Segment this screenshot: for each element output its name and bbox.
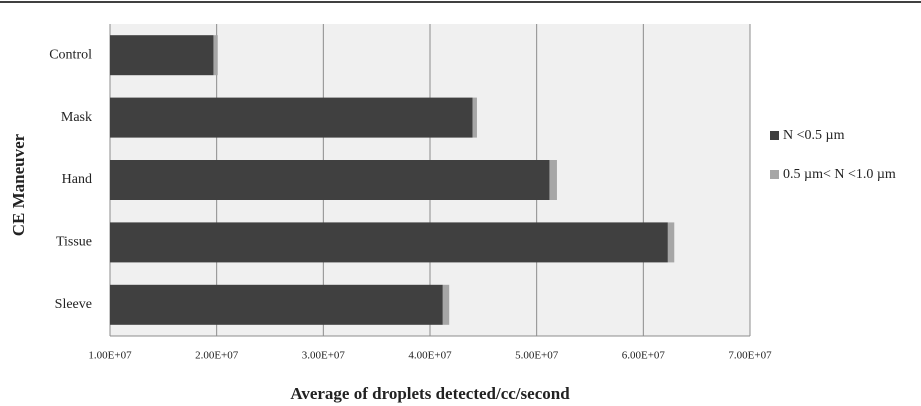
y-axis-title: CE Maneuver [9, 133, 28, 236]
legend-swatch [770, 131, 779, 140]
y-tick-label: Mask [61, 110, 92, 125]
x-tick-label: 3.00E+07 [302, 350, 346, 362]
legend-swatch [770, 170, 779, 179]
bar-segment [110, 35, 214, 76]
bar-segment [442, 284, 450, 325]
bar-segment [549, 160, 557, 200]
y-tick-label: Sleeve [55, 297, 92, 312]
bar-segment [110, 160, 550, 200]
legend-label: 0.5 µm< N <1.0 µm [783, 167, 896, 182]
x-tick-label: 6.00E+07 [622, 350, 666, 362]
y-tick-label: Control [49, 47, 92, 62]
bar-segment [110, 222, 668, 263]
x-tick-label: 7.00E+07 [728, 350, 772, 362]
x-tick-label: 4.00E+07 [408, 350, 452, 362]
bar-segment [110, 97, 473, 138]
bar-segment [472, 97, 477, 138]
legend-label: N <0.5 µm [783, 128, 845, 143]
y-tick-label: Hand [62, 172, 92, 187]
x-tick-label: 2.00E+07 [195, 350, 239, 362]
bar-segment [110, 284, 443, 325]
y-tick-label: Tissue [56, 235, 92, 250]
x-tick-label: 1.00E+07 [88, 350, 132, 362]
bar-segment [667, 222, 675, 263]
x-tick-label: 5.00E+07 [515, 350, 559, 362]
bar-segment [213, 35, 218, 76]
x-axis-title: Average of droplets detected/cc/second [290, 384, 570, 403]
